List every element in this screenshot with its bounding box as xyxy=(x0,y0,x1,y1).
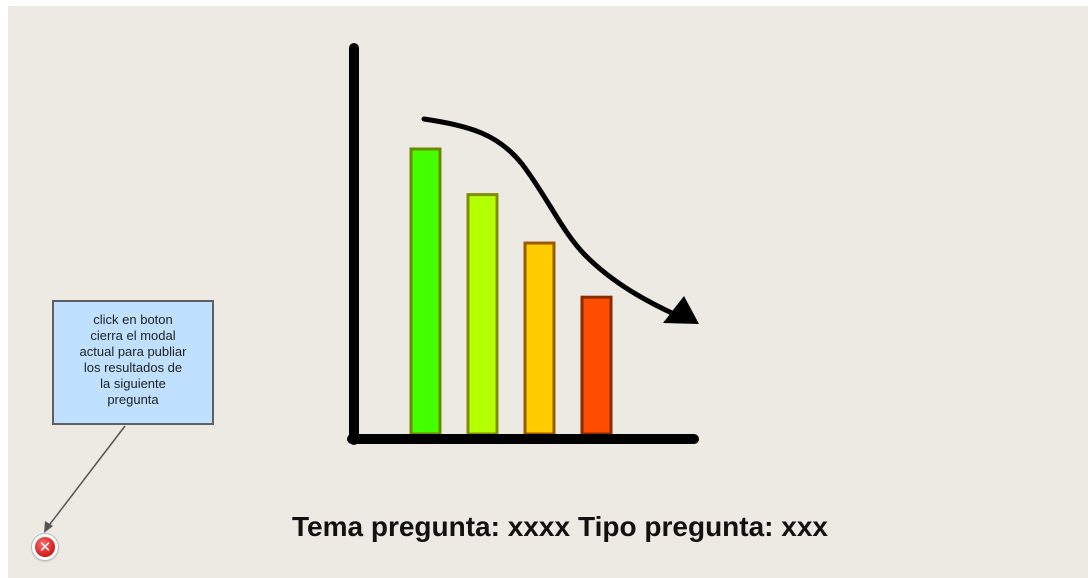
trend-arrow-curve xyxy=(421,116,679,318)
chart-bar xyxy=(580,295,613,436)
chart-bar xyxy=(523,241,556,436)
question-topic-label: Tema pregunta: xxxx xyxy=(292,511,571,542)
callout-line: cierra el modal xyxy=(90,328,176,343)
trend-arrow-head xyxy=(663,296,699,324)
chart-bar xyxy=(466,193,499,436)
close-icon: ✕ xyxy=(35,537,55,557)
callout-line: actual para publiar xyxy=(79,344,187,359)
question-type-label: Tipo pregunta: xxx xyxy=(578,511,828,542)
question-info-title: Tema pregunta: xxxx Tipo pregunta: xxx xyxy=(240,511,880,543)
bars-group xyxy=(409,147,613,436)
callout-line: la siguiente xyxy=(100,376,166,391)
callout-line: click en boton xyxy=(93,312,173,327)
chart-bar xyxy=(409,147,442,436)
callout-line: los resultados de xyxy=(83,360,183,375)
callout-line: pregunta xyxy=(107,392,159,407)
tooltip-callout: click en boton cierra el modal actual pa… xyxy=(52,300,214,425)
close-modal-button[interactable]: ✕ xyxy=(32,534,58,560)
